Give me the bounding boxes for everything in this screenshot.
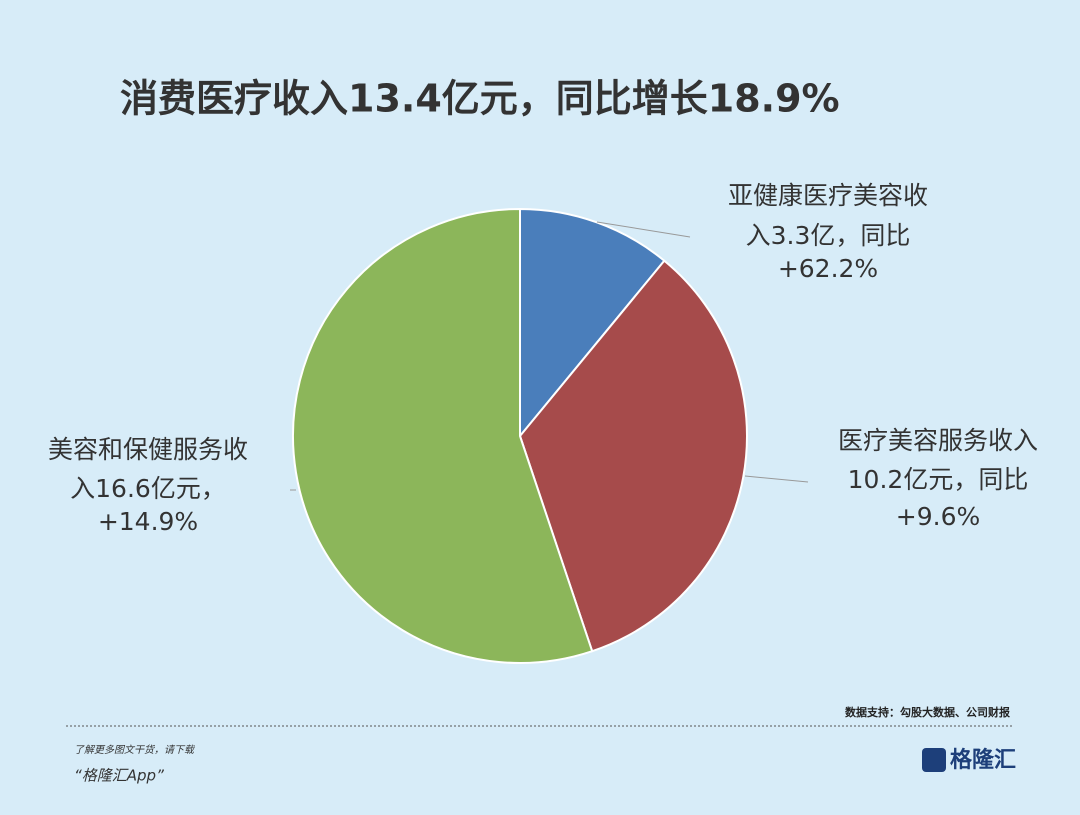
slice-label: 医疗美容服务收入 [838,426,1038,455]
slice-label: +14.9% [98,507,198,536]
slice-label: 入16.6亿元， [70,474,226,503]
logo: 格隆汇 [950,747,1016,773]
slice-label: 入3.3亿，同比 [746,221,911,250]
pie-slice [518,259,748,653]
leader-line [744,475,809,483]
pie-slice [519,207,666,439]
slice-label: 10.2亿元，同比 [848,465,1029,494]
footer-app: “格隆汇App” [74,767,164,785]
logo-icon [922,748,946,772]
slice-label: 亚健康医疗美容收 [728,181,928,210]
pie-slice [292,207,594,664]
footer-text: 了解更多图文干货，请下载 [74,744,196,756]
chart-title: 消费医疗收入13.4亿元，同比增长18.9% [120,77,840,121]
source: 数据支持：勾股大数据、公司财报 [845,705,1011,719]
slice-label: +62.2% [778,254,878,283]
slice-label: +9.6% [896,502,980,531]
leader-line [596,221,691,238]
slice-label: 美容和保健服务收 [48,435,248,464]
